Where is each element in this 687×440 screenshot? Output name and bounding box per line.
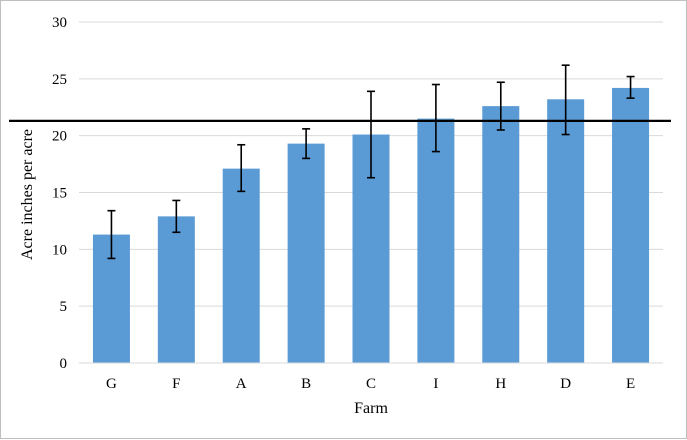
x-axis-title: Farm bbox=[354, 400, 388, 417]
error-bar-A bbox=[237, 143, 246, 193]
error-bar-F bbox=[172, 199, 181, 234]
y-tick-label: 10 bbox=[52, 242, 67, 258]
error-bar-G bbox=[107, 209, 116, 260]
y-axis-title: Acre inches per acre bbox=[19, 129, 36, 260]
error-bar-C bbox=[367, 90, 375, 179]
bars bbox=[92, 87, 650, 363]
bar-B bbox=[287, 143, 325, 363]
x-tick-label: A bbox=[236, 376, 247, 392]
y-axis-ticks: 0 5 10 15 20 25 30 bbox=[52, 15, 67, 372]
bar-I bbox=[417, 118, 455, 363]
x-tick-label: I bbox=[433, 376, 438, 392]
x-tick-label: D bbox=[560, 376, 571, 392]
x-tick-label: E bbox=[626, 376, 635, 392]
bar-A bbox=[222, 168, 260, 363]
x-tick-label: G bbox=[106, 376, 117, 392]
error-bar-H bbox=[496, 81, 505, 131]
error-bar-I bbox=[431, 83, 440, 153]
y-tick-label: 25 bbox=[52, 72, 67, 88]
bar-F bbox=[157, 216, 195, 363]
error-bars bbox=[107, 64, 635, 260]
bar-D bbox=[547, 99, 585, 363]
y-tick-label: 5 bbox=[60, 299, 68, 315]
y-tick-label: 20 bbox=[52, 129, 67, 145]
error-bar-E bbox=[626, 75, 635, 99]
bar-H bbox=[482, 106, 520, 363]
x-tick-label: B bbox=[301, 376, 311, 392]
x-tick-label: H bbox=[495, 376, 506, 392]
y-tick-label: 0 bbox=[60, 356, 68, 372]
bar-E bbox=[612, 87, 650, 363]
y-tick-label: 30 bbox=[52, 15, 67, 31]
x-tick-label: F bbox=[172, 376, 180, 392]
error-bar-B bbox=[302, 128, 311, 160]
x-tick-label: C bbox=[366, 376, 376, 392]
error-bar-D bbox=[561, 64, 570, 136]
y-tick-label: 15 bbox=[52, 186, 67, 202]
